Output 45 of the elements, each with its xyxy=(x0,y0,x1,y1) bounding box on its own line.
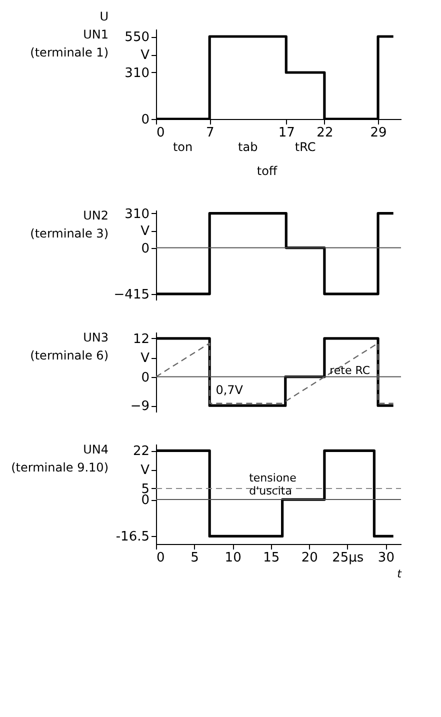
y-tick-label: −415 xyxy=(114,287,150,302)
text: (terminale 9.10) xyxy=(11,460,108,474)
x-tick-label: 20 xyxy=(301,550,318,566)
text: (terminale 6) xyxy=(30,348,108,362)
y-axis-title: UN4 xyxy=(83,442,108,456)
x-tick-label: 17 xyxy=(278,126,295,140)
y-tick-label: 0 xyxy=(141,370,150,386)
y-axis-title: UN1 xyxy=(83,28,108,42)
y-tick-label: -16.5 xyxy=(116,530,150,545)
annotation: 0,7V xyxy=(216,383,244,397)
ref-line-label: tensione d'uscita xyxy=(249,471,297,498)
x-axis-title: t xyxy=(397,568,402,580)
text: (terminale 3) xyxy=(30,226,108,240)
y-axis-title: UN3 xyxy=(83,330,108,344)
y-tick-label: 0 xyxy=(141,112,150,128)
y-tick-label: V xyxy=(140,463,150,478)
x-tick-label: 7 xyxy=(206,126,214,140)
y-tick-label: 22 xyxy=(132,444,150,460)
text: (terminale 1) xyxy=(30,46,108,60)
x-tick-label: 0 xyxy=(156,126,165,140)
y-tick-label: 0 xyxy=(141,241,150,256)
text: ton xyxy=(172,140,193,154)
y-tick-label: V xyxy=(140,224,150,240)
y-tick-label: V xyxy=(140,351,150,366)
text: tab xyxy=(238,140,258,154)
y-tick-label: 310 xyxy=(124,206,150,222)
y-tick-label: 0 xyxy=(141,493,150,508)
x-tick-label: 0 xyxy=(156,550,165,566)
y-tick-label: 12 xyxy=(132,332,150,347)
text: tRC xyxy=(294,140,316,154)
x-tick-label: 29 xyxy=(370,126,387,140)
y-tick-label: −9 xyxy=(130,399,150,414)
x-tick-label: 22 xyxy=(316,126,334,140)
chart-title: U xyxy=(100,10,108,24)
y-tick-label: V xyxy=(140,48,150,63)
series-label: rete RC xyxy=(330,364,370,378)
x-tick-label: 15 xyxy=(263,550,280,566)
x-tick-label: 30 xyxy=(378,550,394,566)
text: toff xyxy=(256,164,278,178)
x-tick-label: 25μs xyxy=(332,550,364,566)
y-tick-label: 550 xyxy=(124,30,150,45)
x-tick-label: 10 xyxy=(224,550,242,566)
y-axis-title: UN2 xyxy=(83,208,108,222)
y-tick-label: 310 xyxy=(124,66,150,81)
x-tick-label: 5 xyxy=(190,550,199,566)
